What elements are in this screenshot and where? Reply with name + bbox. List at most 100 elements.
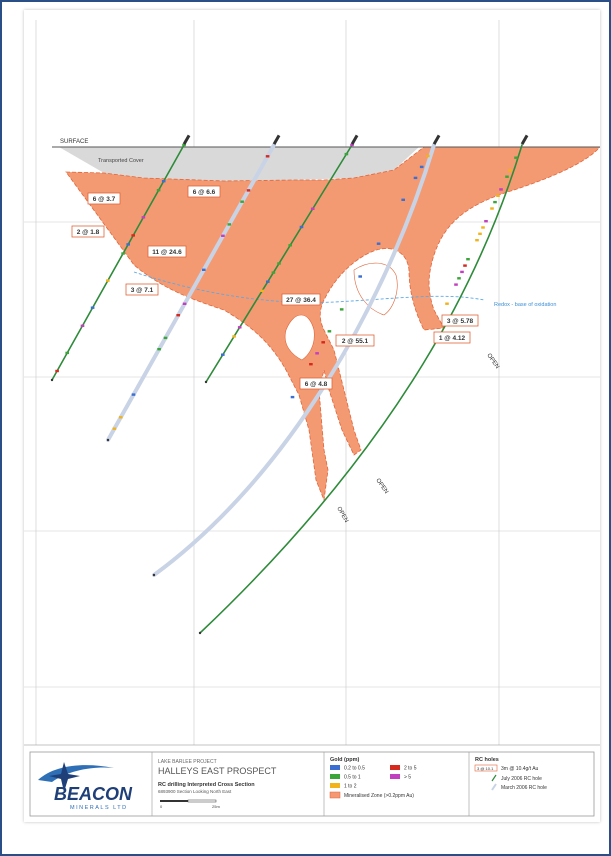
assay-sample — [344, 152, 349, 156]
intercept-box: 2 @ 1.8 — [71, 225, 105, 238]
assay-sample — [161, 180, 166, 183]
svg-text:2 @ 55.1: 2 @ 55.1 — [342, 338, 369, 345]
assay-sample — [157, 348, 161, 351]
assay-sample — [237, 326, 242, 329]
assay-sample — [419, 165, 424, 169]
intercept-box: 1 @ 4.12 — [433, 331, 471, 344]
assay-sample — [481, 226, 485, 229]
assay-sample — [309, 363, 313, 366]
assay-sample — [339, 308, 344, 311]
svg-text:July 2006 RC hole: July 2006 RC hole — [501, 776, 542, 782]
assay-sample — [221, 234, 225, 237]
assay-sample — [176, 314, 180, 317]
assay-sample — [112, 427, 117, 430]
assay-sample — [260, 289, 264, 292]
scale-label-right: 25m — [212, 804, 220, 809]
intercept-labels: 6 @ 3.7 2 @ 1.8 6 @ 6.6 11 @ 24.6 3 @ 7.… — [71, 185, 479, 390]
svg-text:0.2 to 0.5: 0.2 to 0.5 — [344, 766, 365, 772]
assay-sample — [445, 302, 449, 305]
svg-text:11 @ 24.6: 11 @ 24.6 — [152, 249, 182, 256]
company-sub: MINERALS LTD — [70, 805, 128, 811]
intercept-box: 2 @ 55.1 — [335, 334, 375, 347]
intercept-box: 27 @ 36.4 — [281, 293, 321, 306]
assay-sample — [327, 330, 332, 333]
svg-text:1 to 2: 1 to 2 — [344, 784, 357, 790]
assay-sample — [463, 264, 467, 267]
cross-section-diagram: OPEN OPEN OPEN SURFACE Transported Cover… — [24, 20, 600, 817]
assay-sample — [90, 306, 95, 309]
assay-sample — [376, 242, 381, 245]
svg-text:2 to 5: 2 to 5 — [404, 766, 417, 772]
intercept-box: 3 @ 5.78 — [441, 314, 479, 327]
prospect-name: HALLEYS EAST PROSPECT — [158, 766, 277, 776]
company-name: BEACON — [54, 784, 133, 804]
svg-text:3m @ 10.4g/t Au: 3m @ 10.4g/t Au — [501, 766, 539, 772]
surface-label: SURFACE — [60, 139, 88, 145]
svg-text:6 @ 4.8: 6 @ 4.8 — [305, 381, 328, 388]
assay-sample — [119, 416, 123, 419]
assay-sample — [505, 175, 509, 178]
svg-text:3 @ 10.1: 3 @ 10.1 — [477, 766, 494, 771]
assay-sample — [310, 207, 315, 210]
assay-sample — [493, 200, 497, 204]
gold-legend-item: 2 to 5 — [390, 765, 417, 772]
project-name: LAKE BARLEE PROJECT — [158, 759, 217, 765]
assay-sample — [227, 223, 232, 226]
assay-sample — [265, 155, 270, 158]
svg-text:3 @ 5.78: 3 @ 5.78 — [447, 318, 474, 325]
assay-sample — [288, 244, 292, 247]
intercept-box: 11 @ 24.6 — [147, 245, 187, 258]
open-label: OPEN — [335, 506, 349, 524]
assay-sample — [246, 189, 251, 192]
assay-sample — [156, 189, 161, 192]
assay-sample — [475, 239, 479, 242]
assay-sample — [126, 243, 130, 246]
assay-sample — [426, 154, 430, 158]
assay-sample — [55, 369, 59, 373]
svg-text:> 5: > 5 — [404, 775, 411, 781]
assay-sample — [484, 220, 488, 223]
assay-sample — [460, 270, 464, 274]
assay-sample — [232, 335, 236, 338]
assay-sample — [221, 353, 225, 356]
drill-hole-july — [199, 144, 523, 634]
beacon-logo: BEACON MINERALS LTD — [38, 762, 133, 811]
assay-samples — [55, 143, 518, 430]
assay-sample — [457, 277, 461, 280]
intercept-box: 3 @ 7.1 — [125, 283, 159, 296]
gold-legend-item: > 5 — [390, 774, 411, 781]
assay-sample — [277, 262, 281, 265]
assay-sample — [499, 188, 503, 191]
svg-text:2 @ 1.8: 2 @ 1.8 — [77, 229, 100, 236]
cross-section-sheet: OPEN OPEN OPEN SURFACE Transported Cover… — [24, 10, 600, 822]
assay-sample — [496, 194, 500, 197]
svg-text:3 @ 7.1: 3 @ 7.1 — [131, 287, 154, 294]
assay-sample — [182, 143, 186, 147]
section-subtitle: 6893900 Section Looking North East — [158, 789, 232, 794]
transported-cover — [59, 147, 419, 181]
title-block: BEACON MINERALS LTD LAKE BARLEE PROJECT … — [29, 751, 595, 817]
assay-sample — [315, 352, 319, 355]
drill-hole-july — [51, 144, 185, 381]
svg-text:March 2006 RC hole: March 2006 RC hole — [501, 785, 547, 791]
svg-text:0.5 to 1: 0.5 to 1 — [344, 775, 361, 781]
zone-window — [353, 262, 398, 316]
assay-sample — [454, 283, 458, 286]
assay-sample — [401, 198, 405, 201]
svg-text:1 @ 4.12: 1 @ 4.12 — [439, 335, 466, 342]
mineralised-zone-legend: Mineralised Zone (>0.2ppm Au) — [329, 791, 414, 799]
gold-legend-title: Gold (ppm) — [330, 757, 359, 763]
rc-legend-title: RC holes — [475, 757, 499, 763]
svg-text:Mineralised Zone (>0.2ppm Au): Mineralised Zone (>0.2ppm Au) — [344, 793, 414, 799]
gold-legend-item: 1 to 2 — [330, 783, 357, 790]
assay-sample — [478, 232, 482, 235]
hole-end-markers — [50, 378, 208, 635]
rc-march-legend: March 2006 RC hole — [491, 783, 547, 791]
assay-sample — [106, 279, 110, 282]
assay-sample — [240, 200, 244, 203]
rc-interval-legend: 3 @ 10.1 3m @ 10.4g/t Au — [474, 764, 539, 772]
redox-label: Redox - base of oxidation — [494, 302, 556, 308]
assay-sample — [350, 143, 354, 147]
assay-sample — [182, 302, 187, 305]
